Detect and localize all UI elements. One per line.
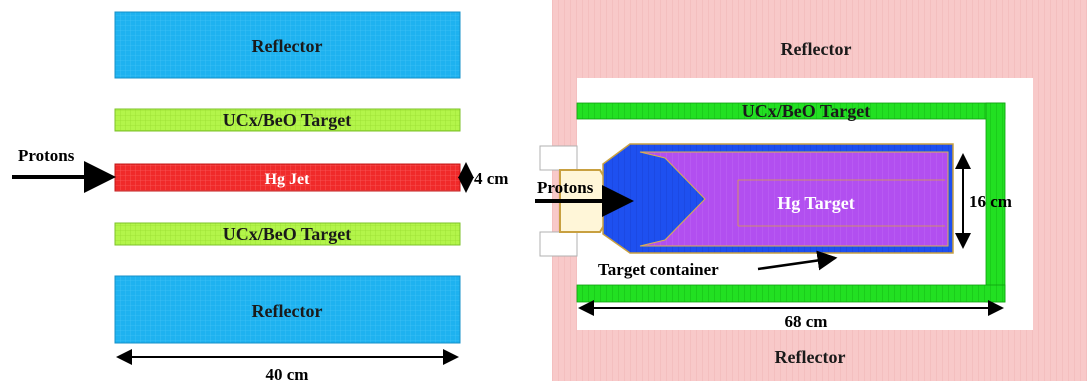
right-container-label: Target container	[598, 260, 719, 279]
right-port-top	[539, 145, 578, 171]
right-port-bottom	[539, 231, 578, 257]
right-hg-target	[639, 151, 949, 247]
right-protons-label: Protons	[537, 178, 594, 197]
right-reflector-top-label: Reflector	[781, 39, 852, 59]
left-target-top	[114, 108, 461, 132]
left-jet-thickness-label: 4 cm	[474, 169, 508, 188]
right-height-label: 16 cm	[969, 192, 1012, 211]
right-container-pointer	[757, 250, 838, 271]
left-reflector-bottom-label: Reflector	[252, 301, 323, 321]
right-target-bottom	[576, 284, 1006, 303]
left-hg-jet	[114, 163, 461, 192]
left-panel: Reflector UCx/BeO Target Hg Jet UCx/BeO …	[12, 11, 508, 381]
right-target-label: UCx/BeO Target	[742, 101, 871, 121]
left-target-bottom-label: UCx/BeO Target	[223, 224, 352, 244]
left-reflector-top-label: Reflector	[252, 36, 323, 56]
right-length-label: 68 cm	[785, 312, 828, 331]
left-hg-jet-label: Hg Jet	[265, 171, 311, 188]
right-panel: UCx/BeO Target Hg Target Protons 16 cm T…	[535, 0, 1087, 381]
left-protons-label: Protons	[18, 146, 75, 165]
left-reflector-top	[114, 11, 461, 79]
right-hg-target-label: Hg Target	[777, 193, 855, 213]
left-target-top-label: UCx/BeO Target	[223, 110, 352, 130]
left-width-label: 40 cm	[266, 365, 309, 381]
left-reflector-bottom	[114, 275, 461, 344]
right-reflector-bottom-label: Reflector	[775, 347, 846, 367]
left-target-bottom	[114, 222, 461, 246]
